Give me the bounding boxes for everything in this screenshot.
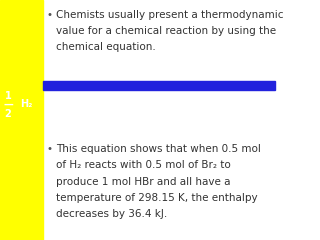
Text: •: • [46, 10, 52, 20]
Text: 1: 1 [4, 91, 12, 101]
Text: chemical equation.: chemical equation. [56, 42, 156, 52]
Bar [43, 81, 275, 90]
Text: temperature of 298.15 K, the enthalpy: temperature of 298.15 K, the enthalpy [56, 193, 258, 203]
Text: value for a chemical reaction by using the: value for a chemical reaction by using t… [56, 26, 276, 36]
Text: decreases by 36.4 kJ.: decreases by 36.4 kJ. [56, 209, 167, 219]
Text: H₂: H₂ [20, 99, 32, 109]
Text: produce 1 mol HBr and all have a: produce 1 mol HBr and all have a [56, 177, 230, 187]
Text: 2: 2 [4, 109, 12, 119]
Text: —: — [3, 99, 13, 109]
Text: Chemists usually present a thermodynamic: Chemists usually present a thermodynamic [56, 10, 284, 20]
Text: of H₂ reacts with 0.5 mol of Br₂ to: of H₂ reacts with 0.5 mol of Br₂ to [56, 160, 231, 170]
Text: This equation shows that when 0.5 mol: This equation shows that when 0.5 mol [56, 144, 261, 154]
Bar [0, 0, 43, 240]
Text: •: • [46, 144, 52, 154]
